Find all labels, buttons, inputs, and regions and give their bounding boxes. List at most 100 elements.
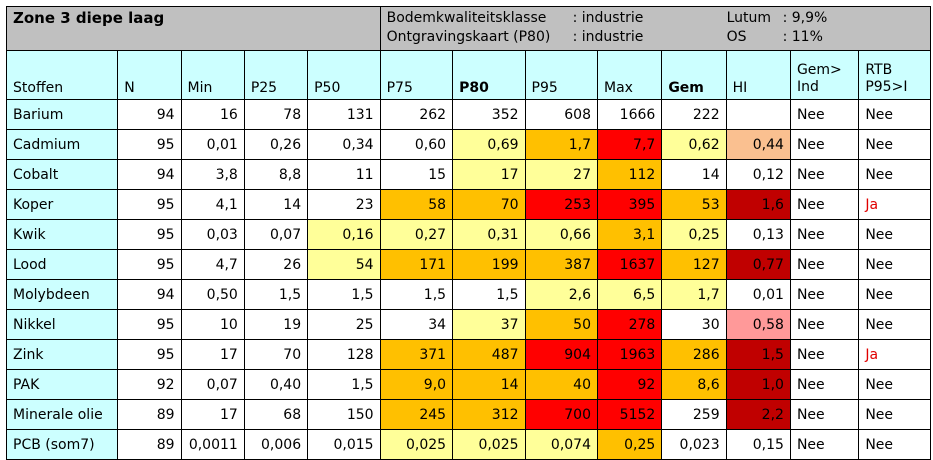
cell-n: 95 xyxy=(117,249,182,280)
cell-n: 89 xyxy=(117,429,182,460)
cell-n: 95 xyxy=(117,219,182,250)
header-rtb: RTB P95>I xyxy=(858,50,931,100)
cell-p25: 68 xyxy=(243,399,309,430)
cell-gem: 30 xyxy=(661,309,727,340)
cell-hi: 0,13 xyxy=(725,219,791,250)
cell-min: 0,01 xyxy=(180,129,245,160)
cell-p25: 14 xyxy=(243,189,309,220)
cell-rtb: Ja xyxy=(858,339,931,370)
cell-p95: 0,074 xyxy=(524,429,599,460)
cell-gem-ind: Nee xyxy=(789,279,860,310)
cell-min: 17 xyxy=(180,339,245,370)
cell-p75: 1,5 xyxy=(379,279,454,310)
cell-rtb: Nee xyxy=(858,219,931,250)
cell-p80: 37 xyxy=(452,309,526,340)
cell-rtb: Ja xyxy=(858,189,931,220)
substance-name: Zink xyxy=(5,339,119,370)
cell-hi: 2,2 xyxy=(725,399,791,430)
cell-max: 1963 xyxy=(596,339,663,370)
cell-n: 94 xyxy=(117,279,182,310)
quality-class-label: Bodemkwaliteitsklasse xyxy=(386,10,547,26)
cell-p80: 1,5 xyxy=(452,279,526,310)
cell-gem-ind: Nee xyxy=(789,159,860,190)
substance-name: Kwik xyxy=(5,219,119,250)
cell-rtb: Nee xyxy=(858,429,931,460)
table-row: PCB (som7) 89 0,0011 0,006 0,015 0,025 0,025 0,… xyxy=(5,429,931,460)
cell-gem: 0,25 xyxy=(661,219,727,250)
substance-name: Nikkel xyxy=(5,309,119,340)
cell-max: 112 xyxy=(596,159,663,190)
cell-p50: 0,34 xyxy=(307,129,381,160)
header-p95: P95 xyxy=(524,50,599,100)
header-p25: P25 xyxy=(243,50,309,100)
cell-p50: 1,5 xyxy=(307,369,381,400)
cell-p75: 9,0 xyxy=(379,369,454,400)
cell-min: 0,50 xyxy=(180,279,245,310)
cell-gem-ind: Nee xyxy=(789,189,860,220)
cell-hi: 0,44 xyxy=(725,129,791,160)
cell-p95: 253 xyxy=(524,189,599,220)
cell-p75: 58 xyxy=(379,189,454,220)
cell-p80: 199 xyxy=(452,249,526,280)
cell-min: 4,7 xyxy=(180,249,245,280)
cell-p25: 0,40 xyxy=(243,369,309,400)
cell-p50: 150 xyxy=(307,399,381,430)
cell-p95: 40 xyxy=(524,369,599,400)
cell-gem-ind: Nee xyxy=(789,429,860,460)
cell-min: 0,07 xyxy=(180,369,245,400)
cell-p50: 25 xyxy=(307,309,381,340)
cell-hi: 1,6 xyxy=(725,189,791,220)
table-row: Minerale olie 89 17 68 150 245 312 700 5152 259 2,… xyxy=(5,399,931,430)
cell-hi: 1,0 xyxy=(725,369,791,400)
cell-p50: 131 xyxy=(307,99,381,130)
cell-max: 0,25 xyxy=(596,429,663,460)
cell-p95: 904 xyxy=(524,339,599,370)
cell-p95: 1,7 xyxy=(524,129,599,160)
cell-max: 1637 xyxy=(596,249,663,280)
cell-p80: 14 xyxy=(452,369,526,400)
header-p75: P75 xyxy=(379,50,454,100)
cell-p50: 1,5 xyxy=(307,279,381,310)
cell-gem-ind: Nee xyxy=(789,129,860,160)
cell-max: 1666 xyxy=(596,99,663,130)
cell-max: 92 xyxy=(596,369,663,400)
cell-p75: 262 xyxy=(379,99,454,130)
header-p50: P50 xyxy=(307,50,381,100)
cell-p25: 78 xyxy=(243,99,309,130)
cell-hi: 0,01 xyxy=(725,279,791,310)
cell-p95: 387 xyxy=(524,249,599,280)
cell-p80: 352 xyxy=(452,99,526,130)
cell-gem: 127 xyxy=(661,249,727,280)
cell-hi: 0,15 xyxy=(725,429,791,460)
zone-title: Zone 3 diepe laag xyxy=(6,6,381,51)
cell-p80: 487 xyxy=(452,339,526,370)
cell-gem: 259 xyxy=(661,399,727,430)
cell-p80: 0,31 xyxy=(452,219,526,250)
table-row: Cobalt 94 3,8 8,8 11 15 17 27 112 14 0,12 Nee Nee xyxy=(5,159,931,190)
cell-p75: 15 xyxy=(379,159,454,190)
table-row: Zink 95 17 70 128 371 487 904 1963 286 1,5 Nee Ja xyxy=(5,339,931,370)
cell-gem-ind: Nee xyxy=(789,369,860,400)
cell-p95: 27 xyxy=(524,159,599,190)
header-hi: HI xyxy=(725,50,791,100)
cell-p80: 312 xyxy=(452,399,526,430)
substance-name: Minerale olie xyxy=(5,399,119,430)
cell-p75: 0,27 xyxy=(379,219,454,250)
cell-max: 7,7 xyxy=(596,129,663,160)
cell-n: 94 xyxy=(117,99,182,130)
header-min: Min xyxy=(180,50,245,100)
cell-gem: 53 xyxy=(661,189,727,220)
substance-name: Barium xyxy=(5,99,119,130)
cell-p50: 128 xyxy=(307,339,381,370)
cell-p80: 0,025 xyxy=(452,429,526,460)
cell-p25: 0,006 xyxy=(243,429,309,460)
cell-gem: 0,62 xyxy=(661,129,727,160)
lutum-value: : 9,9% xyxy=(782,10,828,26)
substance-name: PCB (som7) xyxy=(5,429,119,460)
cell-rtb: Nee xyxy=(858,129,931,160)
cell-p25: 19 xyxy=(243,309,309,340)
cell-min: 0,0011 xyxy=(180,429,245,460)
cell-p25: 8,8 xyxy=(243,159,309,190)
header-gem-ind: Gem> Ind xyxy=(789,50,860,100)
cell-rtb: Nee xyxy=(858,249,931,280)
